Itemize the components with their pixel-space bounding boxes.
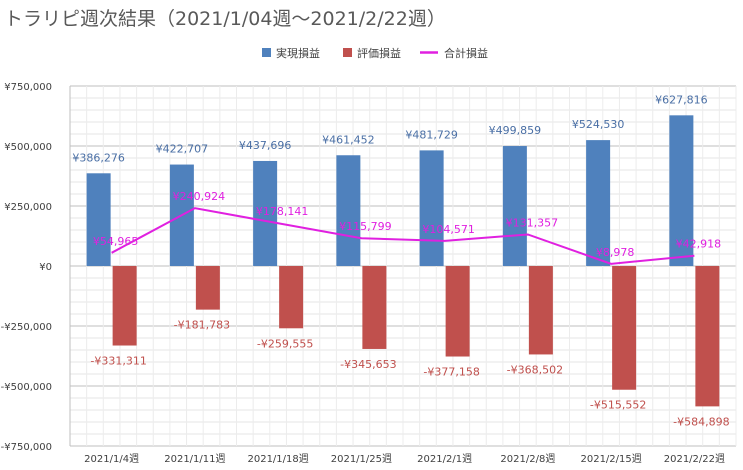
y-tick-label: ¥0 bbox=[39, 262, 52, 273]
bar-realized bbox=[419, 150, 444, 266]
y-tick-label: -¥500,000 bbox=[1, 382, 52, 393]
data-label-total: ¥178,141 bbox=[256, 205, 309, 218]
data-label-realized: ¥422,707 bbox=[156, 143, 209, 156]
legend-swatch bbox=[262, 48, 271, 57]
line-layer bbox=[111, 207, 695, 265]
bar-realized bbox=[502, 146, 527, 266]
bar-evaluation bbox=[445, 266, 470, 357]
x-tick-label: 2021/2/15週 bbox=[580, 453, 641, 465]
bar-evaluation bbox=[528, 266, 553, 355]
bar-realized bbox=[336, 155, 361, 266]
x-tick-label: 2021/1/4週 bbox=[84, 453, 139, 465]
data-label-realized: ¥481,729 bbox=[405, 128, 458, 141]
line-total bbox=[111, 207, 695, 265]
x-tick-label: 2021/2/8週 bbox=[500, 453, 555, 465]
bar-evaluation bbox=[112, 266, 137, 346]
data-label-evaluation: -¥259,555 bbox=[257, 337, 313, 350]
data-label-realized: ¥437,696 bbox=[239, 139, 292, 152]
data-label-evaluation: -¥181,783 bbox=[174, 319, 230, 332]
x-tick-label: 2021/1/25週 bbox=[331, 453, 392, 465]
bar-evaluation bbox=[695, 266, 720, 407]
x-tick-label: 2021/2/22週 bbox=[664, 453, 725, 465]
legend-label: 評価損益 bbox=[357, 46, 401, 60]
data-label-evaluation: -¥345,653 bbox=[340, 358, 396, 371]
x-tick-label: 2021/1/18週 bbox=[247, 453, 308, 465]
data-label-evaluation: -¥584,898 bbox=[673, 415, 729, 428]
data-label-total: ¥8,978 bbox=[596, 246, 635, 259]
bar-evaluation bbox=[612, 266, 637, 390]
label-layer: ¥386,276 ¥422,707 ¥437,696 ¥461,452 ¥481,729… bbox=[72, 93, 729, 428]
bar-realized bbox=[253, 160, 278, 266]
y-tick-label: ¥750,000 bbox=[4, 82, 52, 93]
bar-evaluation bbox=[195, 266, 220, 310]
bar-realized bbox=[86, 173, 111, 266]
bar-realized bbox=[586, 140, 611, 266]
legend-label: 合計損益 bbox=[444, 46, 488, 60]
data-label-realized: ¥461,452 bbox=[322, 133, 375, 146]
x-tick-label: 2021/1/11週 bbox=[164, 453, 225, 465]
data-label-total: ¥104,571 bbox=[422, 223, 475, 236]
data-label-evaluation: -¥368,502 bbox=[507, 363, 563, 376]
axis-layer: ¥750,000 ¥500,000 ¥250,000 ¥0 -¥250,000 -¥500… bbox=[1, 82, 725, 465]
y-tick-label: ¥500,000 bbox=[4, 142, 52, 153]
legend-swatch bbox=[343, 48, 352, 57]
data-label-total: ¥42,918 bbox=[676, 238, 722, 251]
data-label-realized: ¥524,530 bbox=[572, 118, 625, 131]
data-label-total: ¥54,965 bbox=[93, 235, 139, 248]
data-label-total: ¥131,357 bbox=[506, 216, 559, 229]
y-tick-label: -¥750,000 bbox=[1, 442, 52, 453]
bar-realized bbox=[669, 115, 694, 266]
data-label-realized: ¥499,859 bbox=[489, 124, 542, 137]
data-label-evaluation: -¥377,158 bbox=[423, 366, 479, 379]
data-label-total: ¥115,799 bbox=[339, 220, 392, 233]
data-label-evaluation: -¥515,552 bbox=[590, 399, 646, 412]
bar-evaluation bbox=[279, 266, 304, 329]
data-label-evaluation: -¥331,311 bbox=[90, 355, 146, 368]
legend: 実現損益 評価損益 合計損益 bbox=[262, 46, 488, 60]
bar-evaluation bbox=[362, 266, 387, 349]
bar-layer bbox=[86, 115, 720, 407]
data-label-realized: ¥386,276 bbox=[72, 151, 125, 164]
y-tick-label: -¥250,000 bbox=[1, 322, 52, 333]
chart-title: トラリピ週次結果（2021/1/04週〜2021/2/22週） bbox=[4, 8, 446, 30]
data-label-total: ¥240,924 bbox=[173, 190, 226, 203]
legend-label: 実現損益 bbox=[276, 46, 320, 60]
x-tick-label: 2021/2/1週 bbox=[417, 453, 472, 465]
y-tick-label: ¥250,000 bbox=[4, 202, 52, 213]
data-label-realized: ¥627,816 bbox=[655, 93, 708, 106]
